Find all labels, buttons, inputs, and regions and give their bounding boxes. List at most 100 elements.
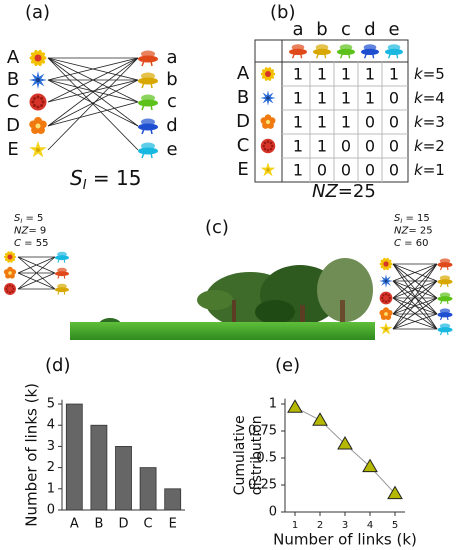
column-label: a	[292, 19, 303, 40]
matrix-cell: 1	[341, 113, 351, 132]
body	[55, 255, 69, 261]
spot	[382, 299, 385, 302]
network-link	[47, 57, 139, 127]
x-axis-label: Number of links (k)	[273, 531, 417, 549]
petal	[379, 309, 386, 316]
equation-rest: = 9	[28, 226, 46, 237]
leg	[150, 128, 153, 135]
center	[34, 54, 42, 62]
network-link	[47, 79, 139, 127]
network-link	[17, 256, 56, 274]
equation-rest: =25	[338, 181, 376, 202]
spot	[384, 293, 388, 296]
spot	[6, 285, 9, 288]
equation: SI = 15	[394, 213, 430, 225]
spot	[388, 296, 391, 300]
animal-icon	[313, 44, 331, 59]
matrix-cell: 1	[293, 161, 303, 180]
leg	[63, 258, 66, 263]
equation: k=3	[414, 113, 445, 131]
animal-icon	[138, 50, 158, 67]
spot	[266, 148, 270, 152]
leg	[141, 60, 145, 67]
network-link	[392, 297, 438, 315]
leg	[57, 274, 60, 279]
leg	[446, 331, 449, 336]
x-tick-label: 4	[367, 520, 373, 531]
column-label: d	[364, 19, 375, 40]
leg	[439, 300, 443, 305]
bar	[90, 424, 108, 511]
spot	[32, 96, 36, 100]
center	[265, 71, 271, 77]
plant-icon	[379, 307, 393, 321]
animal-label: e	[166, 139, 177, 160]
symbol: k	[414, 137, 424, 155]
network-link	[392, 280, 438, 315]
leg	[57, 290, 60, 295]
y-tick-label: 5	[47, 397, 55, 412]
matrix-cell: 0	[341, 137, 351, 156]
petal	[29, 120, 38, 129]
data-line	[294, 406, 396, 494]
leg	[291, 53, 296, 59]
x-tick-label: B	[94, 517, 103, 532]
animal-label: b	[166, 69, 177, 90]
leg	[141, 104, 145, 111]
subscript: I	[83, 178, 87, 193]
animal-icon	[437, 323, 453, 336]
body	[138, 55, 158, 63]
animal-icon	[138, 142, 158, 159]
plant-icon	[260, 162, 276, 177]
plant-icon	[260, 90, 276, 106]
x-tick-label: 5	[392, 520, 398, 531]
leg	[439, 283, 443, 288]
column-label: e	[388, 19, 399, 40]
panel-label: (c)	[205, 217, 229, 238]
leg	[150, 104, 153, 111]
plant-icon	[4, 251, 16, 263]
spot	[36, 95, 40, 99]
spot	[382, 294, 385, 297]
leg	[396, 53, 399, 59]
plant-icon	[29, 71, 47, 89]
plant-icon	[260, 138, 276, 154]
matrix-cell: 1	[317, 113, 327, 132]
network-link	[17, 256, 56, 290]
row-label: C	[237, 135, 250, 156]
symbol: k	[414, 89, 424, 107]
matrix-cell: 0	[389, 161, 399, 180]
y-tick-label: 1	[269, 397, 277, 412]
animal-icon	[55, 267, 69, 279]
matrix-cell: 0	[389, 137, 399, 156]
animal-icon	[55, 283, 69, 295]
equation: C = 55	[14, 238, 48, 249]
leg	[387, 53, 392, 59]
spot	[262, 144, 266, 148]
body	[55, 271, 69, 277]
petal	[11, 253, 16, 257]
leg	[141, 128, 145, 135]
spot	[270, 144, 274, 148]
spot	[384, 300, 388, 303]
leg	[348, 53, 351, 59]
petal	[39, 52, 46, 58]
spot	[11, 290, 14, 293]
network-link	[392, 313, 438, 330]
panel-label: (a)	[25, 2, 50, 23]
y-axis-label: Cumulative	[232, 415, 248, 495]
leg	[63, 274, 66, 279]
x-tick-label: 2	[317, 520, 323, 531]
y-tick-label: 4	[47, 418, 55, 433]
matrix-cell: 1	[317, 89, 327, 108]
leg	[446, 300, 449, 305]
leg	[300, 53, 303, 59]
spot	[12, 287, 15, 291]
petal	[269, 69, 275, 74]
spot	[31, 100, 35, 104]
petal	[387, 259, 392, 264]
leg	[141, 152, 145, 159]
animal-label: c	[167, 91, 177, 112]
y-tick-label: 1	[47, 481, 55, 496]
body	[138, 123, 158, 131]
